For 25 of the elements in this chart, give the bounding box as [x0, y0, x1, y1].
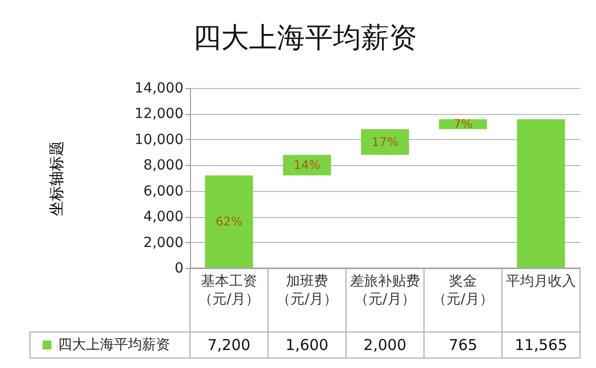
data-label: 2,000 [364, 336, 406, 354]
annotation: 17% [372, 135, 398, 149]
y-tick-label: 2,000 [143, 234, 184, 251]
data-label: 11,565 [514, 336, 568, 354]
y-axis-title: 坐标轴标题 [48, 141, 66, 216]
data-label: 7,200 [208, 336, 250, 354]
y-tick-label: 12,000 [134, 106, 184, 122]
data-label: 765 [448, 336, 478, 354]
x-tick-label: 差旅补贴费（元/月） [350, 274, 420, 308]
x-tick-label: 奖金（元/月） [432, 274, 494, 308]
annotation: 14% [294, 158, 320, 172]
annotation: 7% [453, 117, 473, 132]
x-tick-label: 基本工资（元/月） [198, 274, 260, 308]
chart-title: 四大上海平均薪资 [193, 21, 417, 54]
y-tick-label: 14,000 [134, 80, 184, 96]
y-tick-label: 8,000 [143, 158, 184, 174]
y-tick-label: 6,000 [143, 183, 184, 200]
x-tick-label: 加班费（元/月） [276, 274, 338, 308]
annotation: 62% [216, 214, 242, 229]
legend-label: 四大上海平均薪资 [58, 337, 170, 353]
data-label: 1,600 [286, 336, 328, 354]
x-tick-label: 平均月收入 [506, 274, 576, 290]
y-tick-label: 10,000 [134, 132, 184, 148]
y-tick-label: 0 [174, 260, 184, 276]
y-tick-label: 4,000 [143, 209, 184, 226]
